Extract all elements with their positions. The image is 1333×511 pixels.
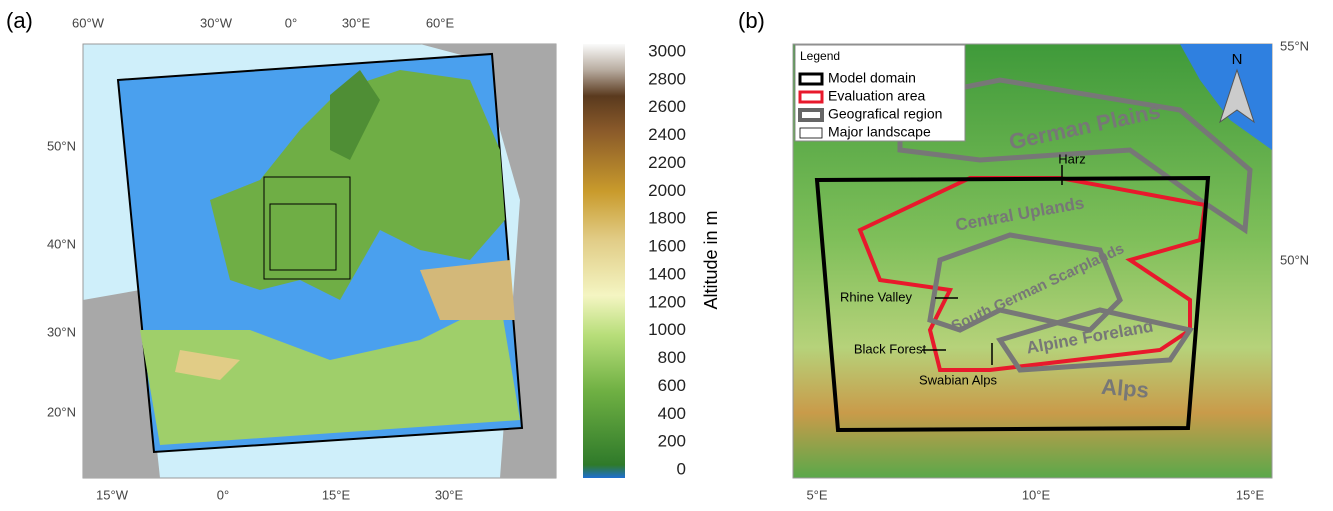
lat-label: 50°N — [47, 138, 76, 153]
panel-label: (b) — [738, 8, 765, 33]
lat-label: 30°N — [47, 324, 76, 339]
lon-label: 0° — [285, 15, 297, 30]
legend-item: Major landscape — [828, 124, 931, 140]
lon-label: 0° — [217, 487, 229, 502]
place-label: Harz — [1058, 151, 1085, 166]
north-label: N — [1232, 51, 1243, 68]
colorbar-tick-label: 2200 — [648, 153, 686, 172]
colorbar — [583, 44, 625, 478]
lat-label: 50°N — [1280, 252, 1309, 267]
colorbar-tick-label: 600 — [658, 376, 686, 395]
legend-item: Evaluation area — [828, 88, 926, 104]
lat-label: 40°N — [47, 236, 76, 251]
panel-label: (a) — [6, 8, 33, 33]
lon-label: 10°E — [1022, 487, 1051, 502]
lon-label: 30°W — [200, 15, 233, 30]
legend-item: Geografical region — [828, 106, 942, 122]
lon-label: 15°E — [1236, 487, 1265, 502]
lat-label: 20°N — [47, 404, 76, 419]
lon-label: 30°E — [342, 15, 371, 30]
legend-title: Legend — [800, 49, 840, 63]
lon-label: 60°W — [72, 15, 105, 30]
colorbar-tick-label: 2000 — [648, 181, 686, 200]
legend-item: Model domain — [828, 70, 916, 86]
lon-label: 15°E — [322, 487, 351, 502]
colorbar-tick-label: 1800 — [648, 209, 686, 228]
colorbar-tick-label: 2600 — [648, 97, 686, 116]
colorbar-tick-label: 200 — [658, 432, 686, 451]
colorbar-tick-label: 400 — [658, 404, 686, 423]
place-label: Black Forest — [854, 341, 927, 356]
region-label: Alps — [1100, 374, 1150, 403]
colorbar-label: Altitude in m — [701, 210, 721, 309]
map-a — [82, 43, 557, 479]
colorbar-tick-label: 1400 — [648, 264, 686, 283]
lon-label: 30°E — [435, 487, 464, 502]
lon-label: 5°E — [806, 487, 827, 502]
colorbar-tick-label: 1200 — [648, 292, 686, 311]
lat-label: 55°N — [1280, 38, 1309, 53]
colorbar-tick-label: 1600 — [648, 237, 686, 256]
colorbar-tick-label: 800 — [658, 348, 686, 367]
lon-label: 60°E — [426, 15, 455, 30]
colorbar-tick-label: 2400 — [648, 125, 686, 144]
colorbar-tick-label: 0 — [677, 459, 686, 478]
colorbar-tick-label: 1000 — [648, 320, 686, 339]
place-label: Rhine Valley — [840, 289, 913, 304]
colorbar-tick-label: 2800 — [648, 69, 686, 88]
place-label: Swabian Alps — [919, 372, 998, 387]
lon-label: 15°W — [96, 487, 129, 502]
colorbar-tick-label: 3000 — [648, 41, 686, 60]
map-b — [792, 43, 1273, 479]
